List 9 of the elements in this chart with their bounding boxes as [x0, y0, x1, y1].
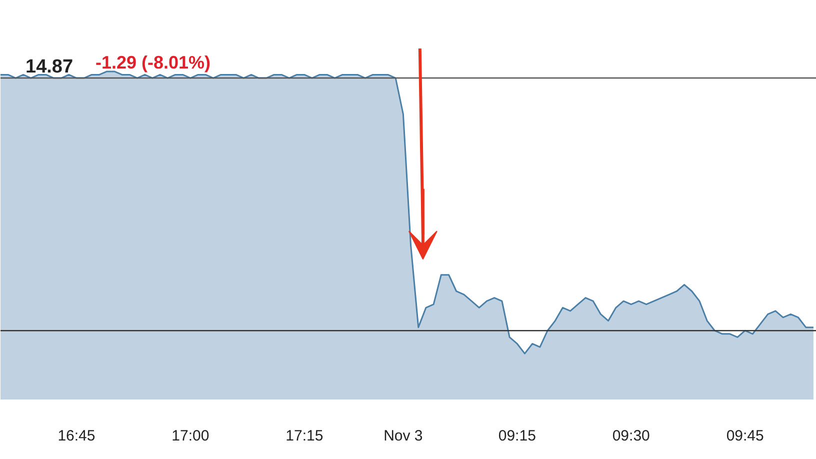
x-tick-label: 17:15: [286, 428, 324, 444]
x-tick-label: 09:45: [726, 428, 764, 444]
chart-subtitle: -1.29 (-8.01%): [96, 52, 211, 72]
x-tick-label: 17:00: [172, 428, 210, 444]
x-tick-label: Nov 3: [384, 428, 423, 444]
x-tick-label: 09:30: [612, 428, 650, 444]
x-tick-label: 16:45: [58, 428, 96, 444]
chart-title: 14.87: [26, 56, 74, 78]
x-tick-label: 09:15: [498, 428, 536, 444]
